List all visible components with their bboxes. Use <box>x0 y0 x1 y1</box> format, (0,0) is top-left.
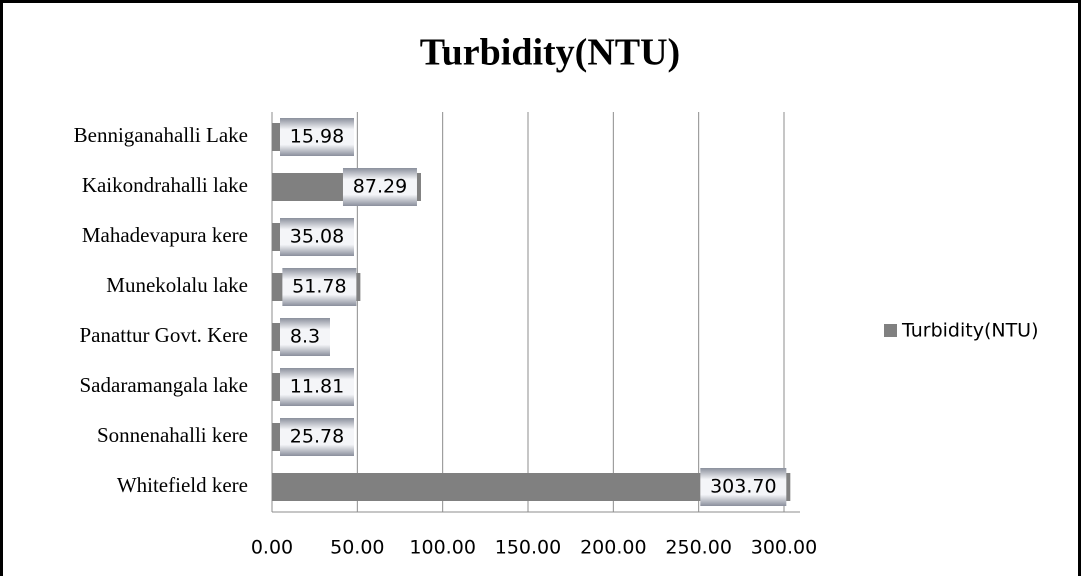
data-label-box <box>280 218 354 256</box>
y-tick-label: Whitefield kere <box>117 473 248 497</box>
y-tick-label: Benniganahalli Lake <box>74 123 248 147</box>
data-label-box <box>280 418 354 456</box>
y-tick-label: Sonnenahalli kere <box>97 423 248 447</box>
x-tick-label: 50.00 <box>330 537 384 559</box>
x-tick-label: 250.00 <box>665 537 731 559</box>
data-label-box <box>700 468 787 506</box>
data-label: 87.29 <box>353 176 407 198</box>
data-label-box <box>282 268 357 306</box>
x-tick-label: 200.00 <box>580 537 646 559</box>
y-tick-label: Kaikondrahalli lake <box>82 173 248 197</box>
x-tick-label: 300.00 <box>751 537 817 559</box>
data-label: 11.81 <box>290 376 344 398</box>
data-label: 25.78 <box>290 426 344 448</box>
x-tick-label: 100.00 <box>409 537 475 559</box>
data-label-box <box>280 318 330 356</box>
legend-swatch <box>884 324 897 337</box>
data-label: 303.70 <box>710 476 776 498</box>
y-tick-label: Mahadevapura kere <box>82 223 248 247</box>
chart-title: Turbidity(NTU) <box>420 32 680 74</box>
data-label: 35.08 <box>290 226 344 248</box>
x-tick-label: 150.00 <box>495 537 561 559</box>
data-label-box <box>280 368 354 406</box>
x-tick-label: 0.00 <box>251 537 293 559</box>
data-label: 15.98 <box>290 126 344 148</box>
y-tick-label: Sadaramangala lake <box>80 373 249 397</box>
data-label: 8.3 <box>290 326 320 348</box>
legend-label: Turbidity(NTU) <box>901 320 1039 342</box>
y-tick-label: Munekolalu lake <box>106 273 248 297</box>
data-label: 51.78 <box>292 276 346 298</box>
data-label-box <box>280 118 354 156</box>
data-label-box <box>342 168 417 206</box>
y-tick-label: Panattur Govt. Kere <box>79 323 248 347</box>
